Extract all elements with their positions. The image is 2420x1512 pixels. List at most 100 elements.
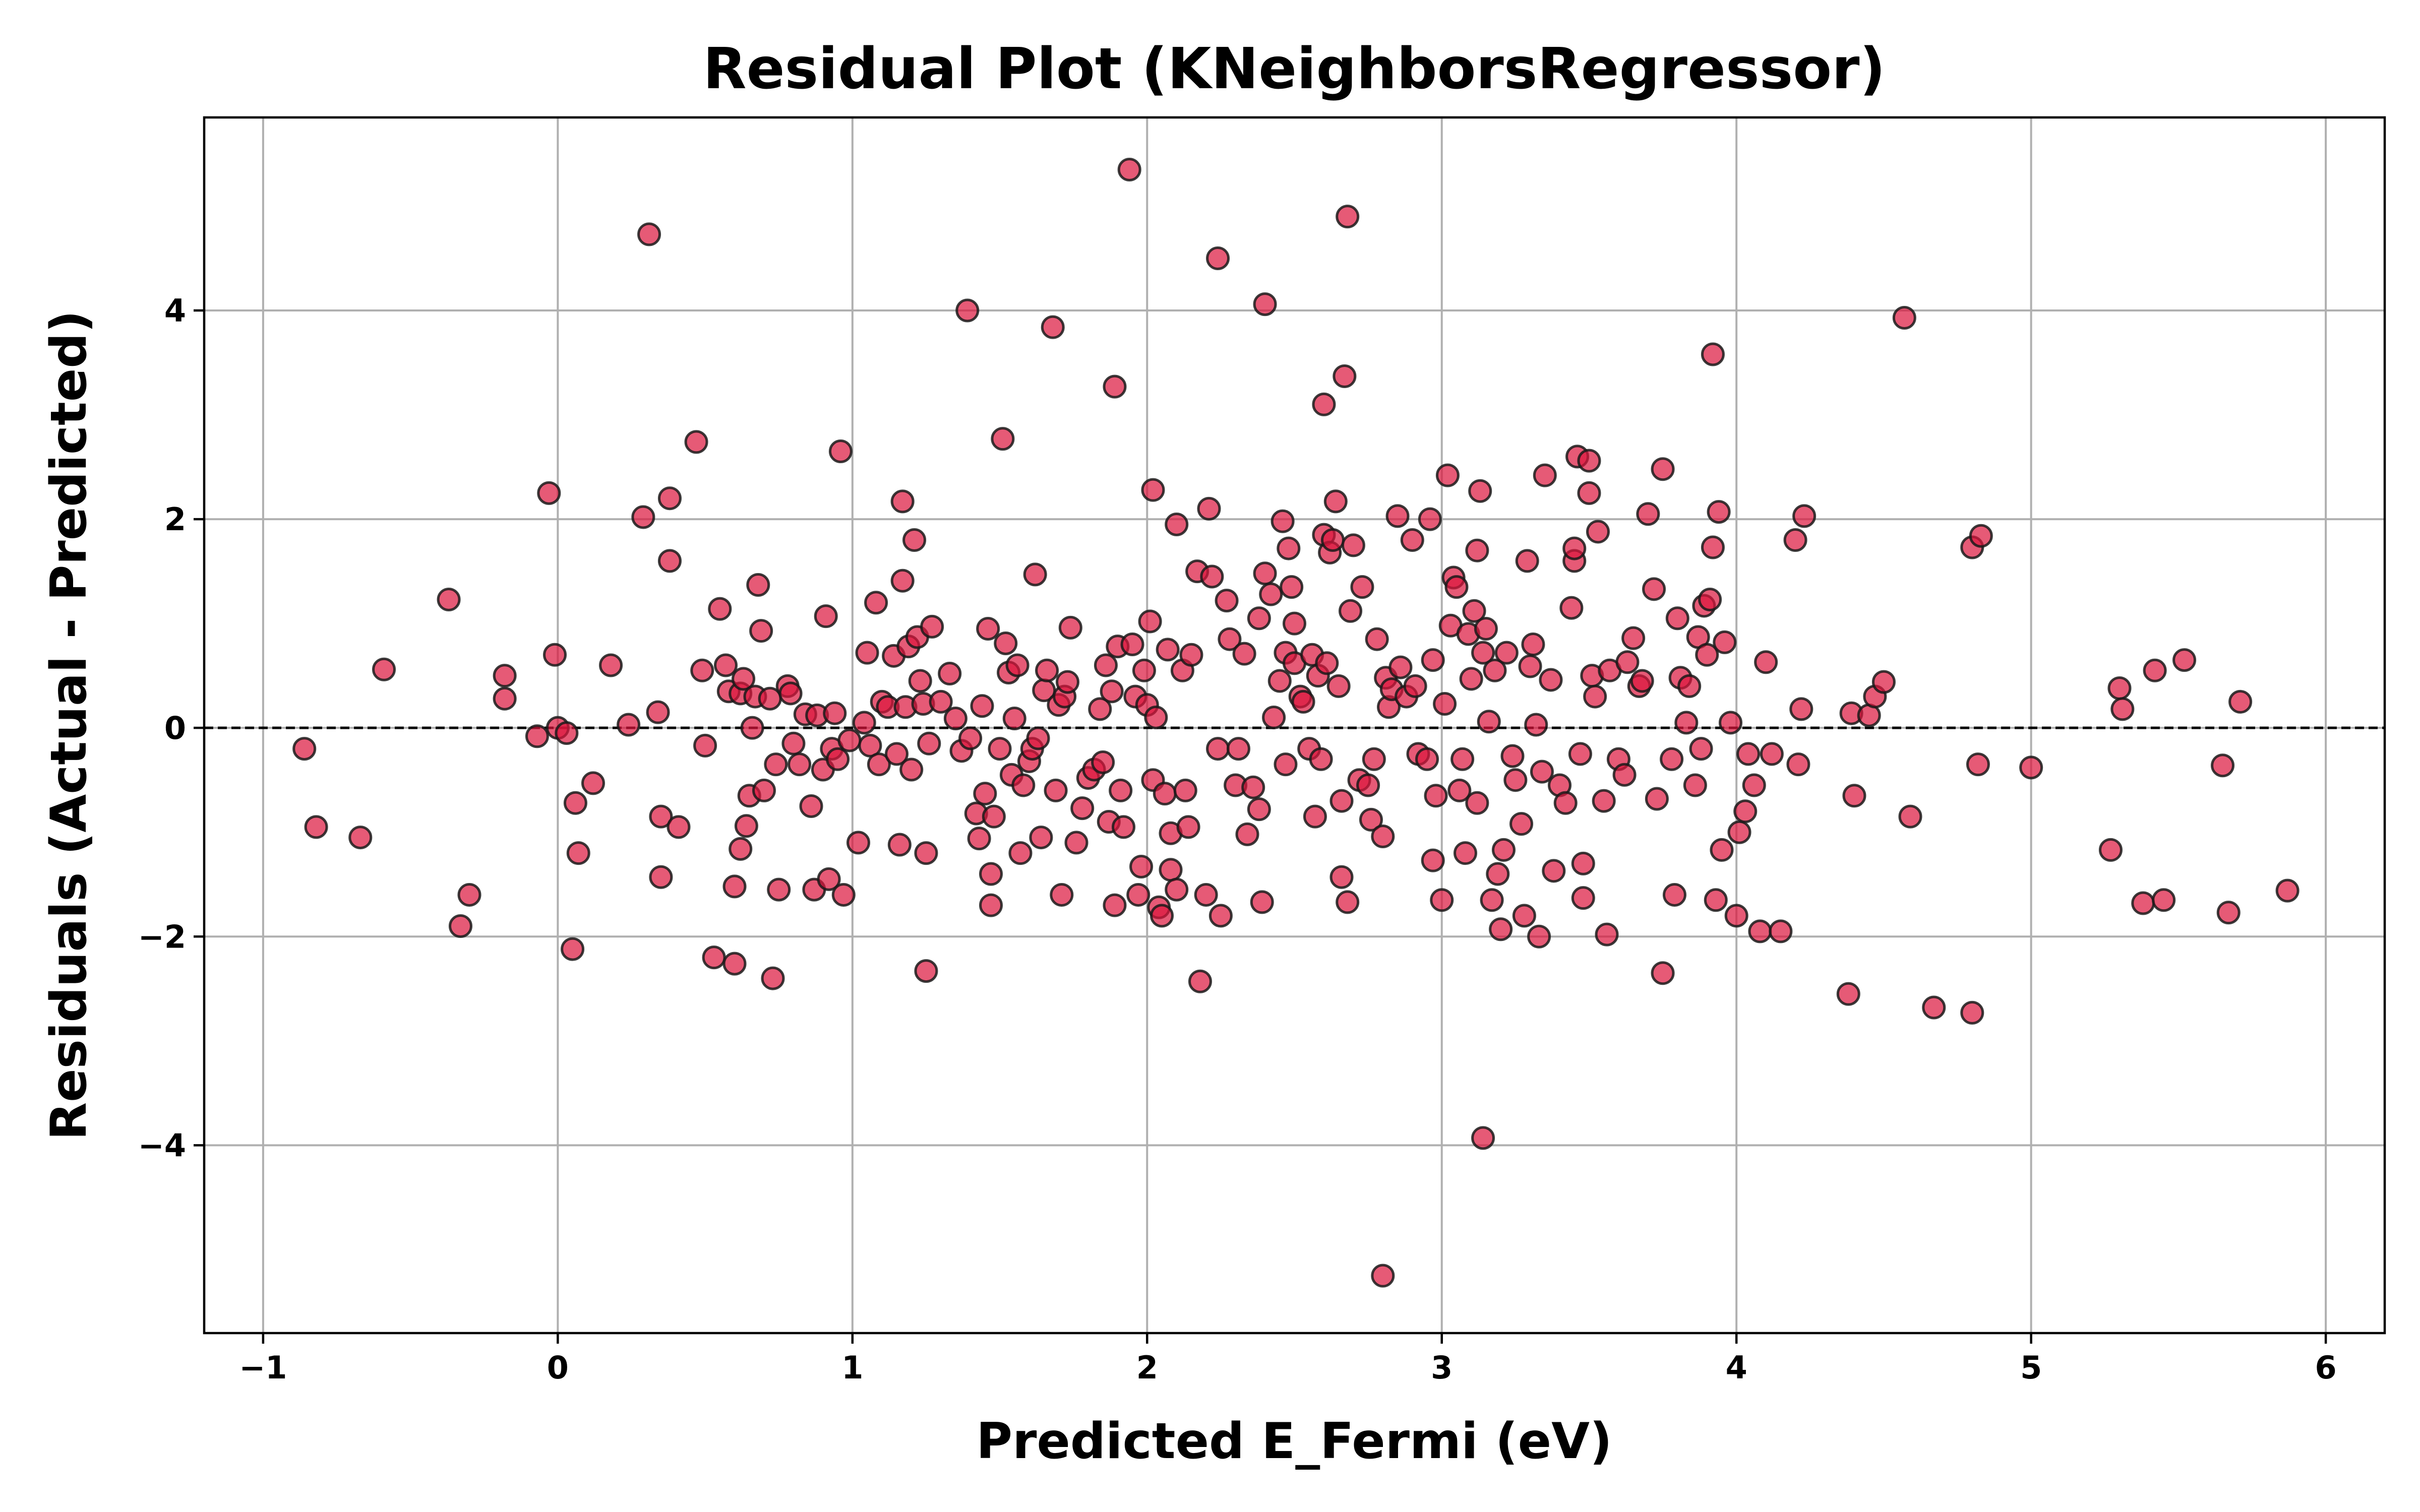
scatter-point bbox=[967, 827, 991, 851]
scatter-point bbox=[1091, 750, 1115, 774]
scatter-point bbox=[1494, 641, 1519, 665]
scatter-point bbox=[1315, 651, 1339, 675]
scatter-point bbox=[1206, 246, 1230, 271]
scatter-point bbox=[884, 742, 909, 766]
scatter-point bbox=[1129, 855, 1154, 879]
scatter-point bbox=[1518, 654, 1542, 678]
scatter-point bbox=[1701, 535, 1725, 559]
scatter-point bbox=[1320, 528, 1345, 552]
scatter-point bbox=[1415, 747, 1439, 771]
scatter-point bbox=[1011, 773, 1036, 797]
scatter-point bbox=[457, 883, 481, 907]
scatter-point bbox=[752, 778, 776, 802]
scatter-point bbox=[304, 815, 328, 839]
scatter-point bbox=[1336, 205, 1360, 229]
scatter-point bbox=[555, 721, 579, 745]
scatter-point bbox=[1559, 596, 1584, 620]
scatter-point bbox=[657, 549, 682, 573]
scatter-point bbox=[1341, 533, 1365, 557]
scatter-point bbox=[899, 758, 924, 782]
scatter-point bbox=[1471, 641, 1495, 665]
scatter-point bbox=[1055, 670, 1079, 694]
scatter-point bbox=[713, 653, 738, 677]
scatter-point bbox=[1586, 520, 1610, 544]
scatter-point bbox=[970, 694, 994, 718]
scatter-point bbox=[979, 893, 1003, 917]
scatter-point bbox=[1197, 496, 1221, 521]
scatter-point bbox=[1836, 982, 1860, 1006]
scatter-point bbox=[1630, 669, 1654, 693]
scatter-point bbox=[1262, 705, 1286, 729]
scatter-point bbox=[2211, 753, 2235, 778]
scatter-point bbox=[722, 952, 747, 976]
scatter-point bbox=[1241, 775, 1265, 799]
scatter-point bbox=[1769, 919, 1793, 943]
scatter-point bbox=[2131, 891, 2155, 915]
scatter-point bbox=[846, 831, 870, 855]
y-axis-ticks: −4 −2 0 2 4 bbox=[138, 292, 204, 1164]
scatter-point bbox=[1533, 463, 1557, 487]
scatter-point bbox=[867, 752, 891, 777]
scatter-point bbox=[1350, 575, 1374, 599]
scatter-point bbox=[1356, 773, 1380, 797]
scatter-point bbox=[1112, 815, 1136, 839]
scatter-point bbox=[649, 865, 673, 889]
scatter-point bbox=[1103, 374, 1127, 399]
scatter-point bbox=[1486, 862, 1510, 886]
scatter-point bbox=[1530, 760, 1554, 784]
scatter-point bbox=[1421, 848, 1445, 872]
scatter-point bbox=[657, 486, 682, 511]
scatter-point bbox=[1029, 826, 1053, 850]
scatter-point bbox=[1103, 893, 1127, 917]
scatter-point bbox=[1008, 841, 1033, 865]
scatter-point bbox=[1070, 796, 1095, 821]
scatter-point bbox=[1371, 824, 1395, 848]
scatter-point bbox=[1173, 778, 1197, 802]
scatter-point bbox=[1713, 630, 1737, 654]
scatter-point bbox=[788, 752, 812, 777]
scatter-point bbox=[1418, 507, 1442, 531]
scatter-point bbox=[1333, 364, 1357, 388]
scatter-point bbox=[826, 747, 850, 771]
scatter-point bbox=[1433, 692, 1457, 716]
scatter-point bbox=[1677, 674, 1702, 698]
scatter-point bbox=[1477, 710, 1501, 734]
scatter-point bbox=[1215, 589, 1239, 613]
scatter-point bbox=[823, 701, 847, 725]
scatter-point bbox=[437, 588, 461, 612]
y-tick-label: 0 bbox=[164, 710, 186, 746]
scatter-point bbox=[667, 815, 691, 839]
scatter-point bbox=[817, 867, 841, 891]
scatter-point bbox=[1465, 538, 1489, 562]
scatter-point bbox=[1489, 917, 1513, 941]
scatter-point bbox=[1483, 658, 1507, 682]
scatter-point bbox=[1447, 778, 1472, 802]
scatter-point bbox=[1465, 791, 1489, 815]
scatter-point bbox=[1500, 744, 1525, 768]
x-tick-label: 2 bbox=[1136, 1349, 1158, 1386]
scatter-point bbox=[1621, 626, 1646, 650]
scatter-point bbox=[543, 643, 567, 667]
scatter-point bbox=[1132, 658, 1156, 682]
scatter-point bbox=[1044, 778, 1068, 802]
scatter-point bbox=[778, 681, 803, 706]
scatter-point bbox=[1595, 922, 1619, 947]
scatter-point bbox=[1662, 883, 1686, 907]
scatter-point bbox=[1339, 599, 1363, 623]
scatter-point bbox=[958, 726, 983, 750]
scatter-point bbox=[563, 791, 587, 815]
scatter-point bbox=[828, 439, 853, 464]
scatter-point bbox=[902, 528, 927, 552]
scatter-point bbox=[1922, 995, 1946, 1020]
scatter-point bbox=[1733, 799, 1758, 824]
scatter-point bbox=[1270, 509, 1295, 533]
x-tick-label: 3 bbox=[1431, 1349, 1453, 1386]
scatter-point bbox=[581, 771, 605, 795]
scatter-point bbox=[908, 669, 932, 693]
scatter-point bbox=[1094, 653, 1118, 677]
scatter-point bbox=[1748, 919, 1772, 943]
x-tick-label: 5 bbox=[2020, 1349, 2042, 1386]
scatter-point bbox=[1568, 742, 1592, 766]
scatter-point bbox=[929, 689, 953, 714]
scatter-point bbox=[1138, 609, 1162, 634]
